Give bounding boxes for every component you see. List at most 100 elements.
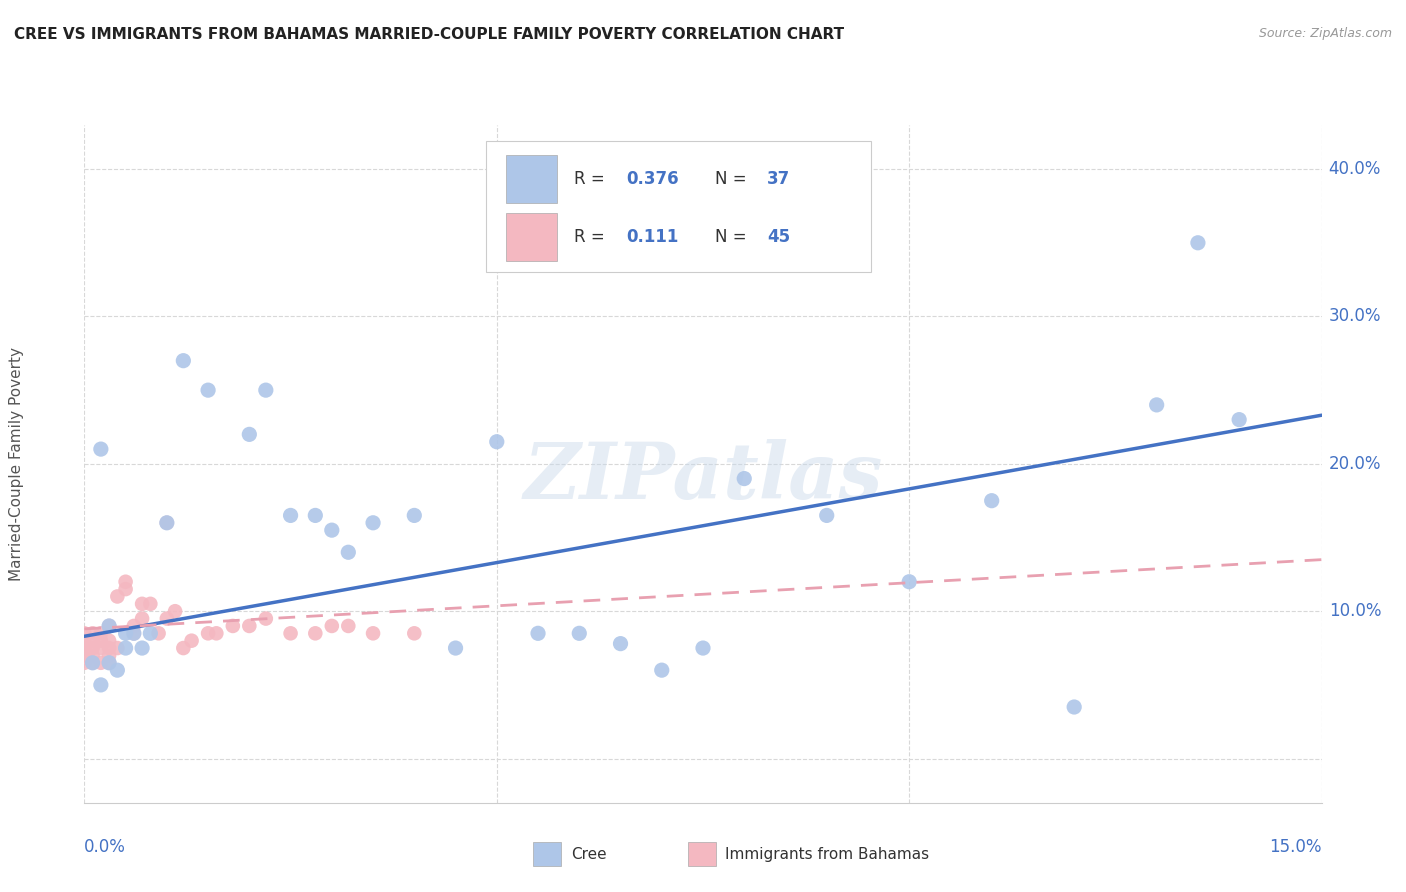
- Point: [1146, 398, 1168, 412]
- Point: [280, 626, 302, 640]
- Point: [73, 641, 96, 656]
- Text: 30.0%: 30.0%: [1329, 308, 1381, 326]
- Point: [90, 678, 112, 692]
- Point: [361, 626, 384, 640]
- Point: [361, 516, 384, 530]
- Point: [114, 626, 136, 640]
- Point: [82, 626, 104, 640]
- Text: 15.0%: 15.0%: [1270, 838, 1322, 856]
- Point: [90, 641, 112, 656]
- Point: [238, 427, 260, 442]
- Text: ZIPatlas: ZIPatlas: [523, 439, 883, 516]
- Point: [98, 656, 121, 670]
- Text: 20.0%: 20.0%: [1329, 455, 1381, 473]
- Point: [815, 508, 838, 523]
- Text: Immigrants from Bahamas: Immigrants from Bahamas: [725, 847, 929, 862]
- Point: [980, 493, 1002, 508]
- Point: [444, 641, 467, 656]
- Point: [90, 626, 112, 640]
- Point: [337, 545, 360, 559]
- Text: 0.376: 0.376: [626, 170, 679, 188]
- Point: [148, 626, 170, 640]
- Text: 45: 45: [768, 227, 790, 245]
- Point: [139, 626, 162, 640]
- Text: R =: R =: [574, 170, 610, 188]
- Point: [321, 619, 343, 633]
- Text: Source: ZipAtlas.com: Source: ZipAtlas.com: [1258, 27, 1392, 40]
- Point: [180, 633, 202, 648]
- Point: [1187, 235, 1209, 250]
- Point: [733, 472, 755, 486]
- Point: [131, 597, 153, 611]
- Point: [156, 611, 179, 625]
- Text: N =: N =: [716, 170, 752, 188]
- Point: [73, 656, 96, 670]
- Point: [82, 648, 104, 663]
- Text: R =: R =: [574, 227, 610, 245]
- Point: [90, 633, 112, 648]
- Point: [98, 619, 121, 633]
- Point: [82, 656, 104, 670]
- Point: [105, 641, 128, 656]
- Point: [898, 574, 921, 589]
- Point: [254, 611, 277, 625]
- Point: [122, 626, 145, 640]
- Point: [321, 523, 343, 537]
- Point: [98, 619, 121, 633]
- Point: [609, 637, 631, 651]
- Point: [73, 626, 96, 640]
- Point: [254, 383, 277, 397]
- Point: [197, 383, 219, 397]
- Point: [114, 582, 136, 596]
- Point: [82, 633, 104, 648]
- Point: [238, 619, 260, 633]
- Text: N =: N =: [716, 227, 752, 245]
- Point: [131, 611, 153, 625]
- Text: Married-Couple Family Poverty: Married-Couple Family Poverty: [10, 347, 24, 581]
- Point: [114, 574, 136, 589]
- Point: [98, 656, 121, 670]
- Point: [404, 508, 426, 523]
- Point: [280, 508, 302, 523]
- Point: [197, 626, 219, 640]
- Text: 37: 37: [768, 170, 790, 188]
- Point: [122, 626, 145, 640]
- Point: [527, 626, 550, 640]
- Text: Cree: Cree: [571, 847, 606, 862]
- Point: [692, 641, 714, 656]
- Point: [98, 633, 121, 648]
- Point: [568, 626, 591, 640]
- Point: [172, 641, 194, 656]
- Text: 0.111: 0.111: [626, 227, 679, 245]
- Point: [98, 641, 121, 656]
- Point: [90, 442, 112, 456]
- Point: [1227, 412, 1250, 426]
- Point: [304, 508, 326, 523]
- Point: [139, 597, 162, 611]
- Point: [90, 656, 112, 670]
- Point: [222, 619, 245, 633]
- Point: [73, 648, 96, 663]
- Point: [73, 633, 96, 648]
- Point: [156, 516, 179, 530]
- Point: [98, 648, 121, 663]
- Point: [1063, 700, 1085, 714]
- Text: 10.0%: 10.0%: [1329, 602, 1381, 620]
- Point: [485, 434, 508, 449]
- Text: 0.0%: 0.0%: [84, 838, 127, 856]
- Point: [205, 626, 228, 640]
- Point: [105, 663, 128, 677]
- Text: CREE VS IMMIGRANTS FROM BAHAMAS MARRIED-COUPLE FAMILY POVERTY CORRELATION CHART: CREE VS IMMIGRANTS FROM BAHAMAS MARRIED-…: [14, 27, 844, 42]
- Text: 40.0%: 40.0%: [1329, 160, 1381, 178]
- Point: [404, 626, 426, 640]
- Point: [165, 604, 187, 618]
- Point: [651, 663, 673, 677]
- Point: [82, 656, 104, 670]
- Point: [114, 641, 136, 656]
- Point: [337, 619, 360, 633]
- Point: [122, 619, 145, 633]
- Point: [156, 516, 179, 530]
- Point: [105, 590, 128, 604]
- Point: [131, 641, 153, 656]
- Point: [304, 626, 326, 640]
